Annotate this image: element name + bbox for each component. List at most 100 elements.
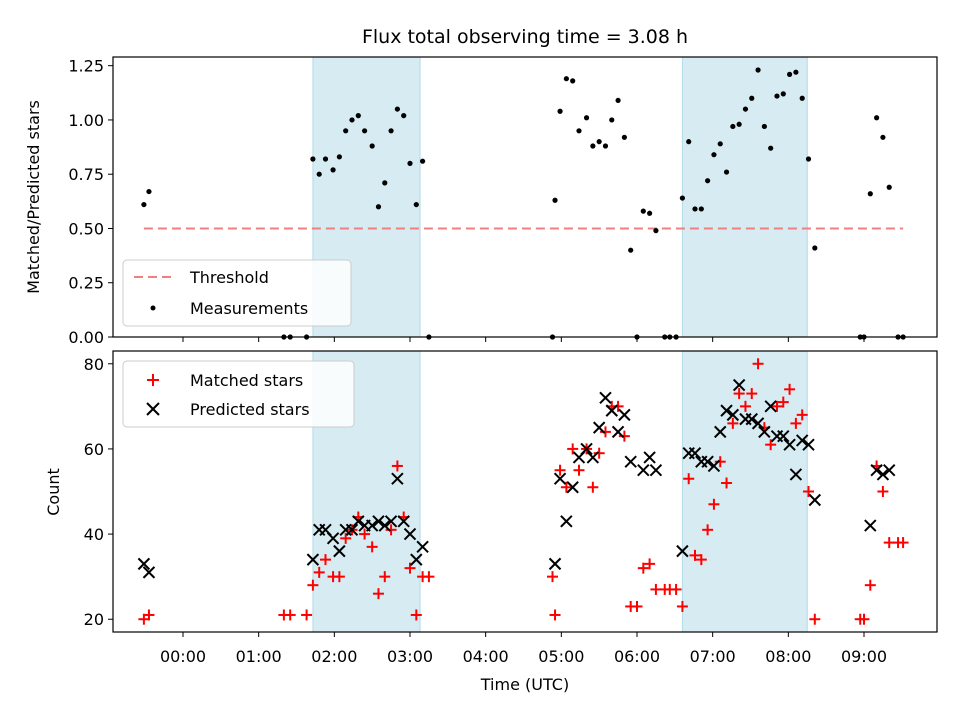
matched-star-point — [593, 447, 605, 459]
measurement-point — [761, 123, 767, 130]
measurement-point — [369, 143, 375, 149]
matched-star-point — [359, 528, 371, 540]
x-tick-label: 07:00 — [690, 647, 736, 666]
legend-matched-swatch — [147, 374, 159, 386]
matched-star-point — [746, 388, 758, 400]
matched-star-point — [599, 426, 611, 438]
matched-star-point — [631, 600, 643, 612]
bottom-x-ticks: 00:00 01:00 02:00 03:00 04:00 05:00 06:00 07:00… — [160, 632, 887, 666]
legend-measurement-label: Measurements — [190, 299, 308, 318]
predicted-star-point — [560, 515, 573, 528]
predicted-star-point — [618, 408, 631, 422]
predicted-star-point — [802, 438, 815, 451]
measurement-point — [310, 156, 316, 162]
x-tick-label: 00:00 — [160, 647, 206, 666]
matched-star-point — [708, 498, 720, 510]
measurement-point — [653, 228, 659, 234]
y-tick-label: 0.50 — [68, 219, 104, 238]
predicted-star-point — [643, 451, 656, 464]
measurement-point — [799, 95, 805, 101]
y-tick-label: 60 — [84, 440, 104, 459]
predicted-star-point — [416, 540, 429, 554]
predicted-star-point — [605, 404, 618, 417]
matched-star-point — [301, 609, 313, 621]
matched-star-point — [644, 558, 656, 570]
matched-star-point — [313, 566, 325, 578]
predicted-stars-points — [137, 378, 896, 579]
matched-star-point — [765, 439, 777, 451]
x-tick-label: 01:00 — [236, 647, 282, 666]
matched-star-point — [777, 396, 789, 408]
measurement-point — [786, 71, 793, 77]
predicted-star-point — [611, 425, 625, 439]
measurement-point — [336, 154, 342, 160]
measurement-point — [717, 141, 723, 147]
y-tick-label: 0.25 — [68, 274, 104, 293]
matched-star-point — [612, 400, 624, 412]
matched-stars-points — [138, 358, 909, 625]
predicted-star-point — [592, 421, 606, 434]
predicted-star-point — [701, 455, 714, 468]
matched-star-point — [549, 609, 561, 621]
predicted-star-point — [403, 527, 417, 541]
predicted-star-point — [720, 404, 733, 417]
measurement-point — [420, 158, 426, 164]
measurement-point — [583, 115, 590, 121]
predicted-star-point — [808, 493, 822, 507]
matched-star-point — [404, 562, 416, 574]
measurement-point — [768, 145, 774, 151]
measurement-point — [749, 95, 755, 101]
legend-measurement-swatch — [150, 305, 156, 311]
predicted-star-point — [333, 544, 346, 558]
predicted-star-point — [864, 519, 877, 532]
predicted-star-point — [688, 446, 702, 460]
matched-star-point — [803, 486, 815, 497]
matched-star-point — [560, 481, 572, 493]
y-tick-label: 20 — [84, 610, 104, 629]
measurement-point — [401, 113, 407, 119]
top-legend-box — [122, 259, 352, 327]
legend-predicted-label: Predicted stars — [190, 400, 310, 419]
measurement-point — [705, 178, 711, 184]
measurement-point — [640, 208, 646, 214]
measurement-point — [621, 134, 627, 140]
measurement-point — [576, 128, 582, 134]
x-tick-label: 02:00 — [311, 647, 357, 666]
bottom-y-axis-label: Count — [44, 468, 63, 516]
bottom-y-ticks: 20 40 60 80 — [84, 355, 113, 629]
legend-matched-label: Matched stars — [190, 371, 303, 390]
measurement-point — [812, 245, 818, 251]
measurement-point — [146, 188, 152, 195]
measurement-point — [349, 117, 355, 123]
measurement-point — [382, 180, 388, 186]
matched-star-point — [410, 609, 422, 621]
matched-star-point — [618, 430, 630, 442]
matched-star-point — [391, 460, 403, 472]
top-panel: 0.00 0.25 0.50 0.75 1.00 1.25 Matched/Predict… — [24, 56, 938, 347]
matched-star-point — [858, 613, 870, 625]
measurement-point — [615, 97, 621, 104]
measurement-point — [141, 201, 147, 208]
y-tick-label: 80 — [84, 355, 104, 374]
measurement-point — [563, 76, 569, 82]
measurement-point — [355, 113, 361, 119]
predicted-star-point — [726, 408, 740, 422]
y-tick-label: 1.00 — [68, 111, 104, 130]
measurement-point — [793, 69, 799, 75]
x-tick-label: 03:00 — [387, 647, 433, 666]
matched-star-point — [809, 613, 821, 625]
predicted-star-point — [306, 553, 320, 566]
matched-star-point — [340, 532, 352, 544]
x-tick-label: 06:00 — [614, 647, 660, 666]
predicted-star-point — [566, 481, 579, 494]
measurement-point — [805, 156, 812, 162]
measurement-point — [686, 139, 692, 145]
predicted-star-point — [599, 391, 612, 405]
predicted-star-point — [345, 523, 359, 537]
predicted-star-point — [137, 557, 151, 571]
legend-predicted-swatch — [146, 402, 160, 416]
matched-star-point — [307, 579, 319, 591]
measurement-point — [755, 67, 761, 73]
